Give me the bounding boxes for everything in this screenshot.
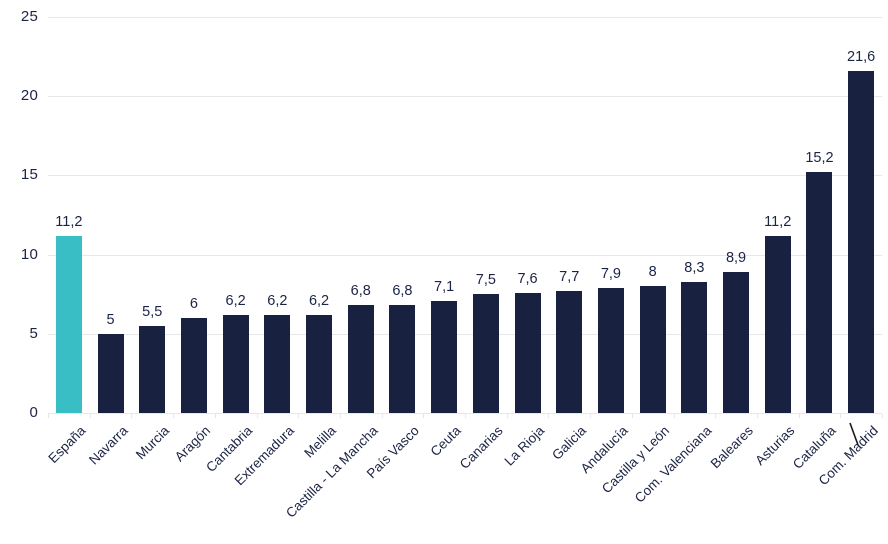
y-tick-label: 0	[29, 404, 38, 421]
bar-value-label: 5	[106, 311, 115, 328]
bar-value-label: 6	[189, 295, 198, 312]
bar-pa-s-vasco[interactable]	[389, 305, 416, 413]
x-axis-tick	[465, 414, 466, 418]
bar-arag-n[interactable]	[180, 317, 207, 413]
bar-espa-a[interactable]	[55, 235, 82, 413]
y-tick-label: 20	[20, 87, 38, 105]
x-category-label: Baleares	[707, 423, 756, 472]
y-tick-label: 5	[29, 324, 38, 342]
bar-murcia[interactable]	[139, 325, 166, 413]
bar-value-label: 6,8	[350, 283, 371, 300]
y-tick-label: 25	[20, 8, 38, 25]
bar-castilla-la-mancha[interactable]	[347, 305, 374, 413]
bar-com-madrid[interactable]	[848, 70, 875, 413]
x-axis-tick	[673, 414, 675, 418]
x-axis-tick	[256, 414, 258, 418]
bar-baleares[interactable]	[723, 272, 750, 413]
bar-navarra[interactable]	[97, 333, 124, 413]
bar-andaluc-a[interactable]	[597, 287, 624, 413]
x-category-label: Ceuta	[427, 423, 464, 460]
x-category-label: Canarias	[456, 423, 506, 472]
bar-value-label: 7,7	[559, 269, 580, 286]
bar-melilla[interactable]	[306, 314, 333, 413]
x-axis-tick	[381, 414, 383, 418]
gridline	[48, 333, 882, 335]
bar-value-label: 6,2	[267, 292, 288, 309]
bar-catalu-a[interactable]	[806, 172, 833, 413]
x-axis-tick	[131, 414, 133, 418]
x-axis-tick	[590, 414, 592, 418]
x-axis-tick	[173, 414, 175, 418]
bar-value-label: 21,6	[847, 48, 876, 65]
x-axis-tick	[48, 414, 49, 418]
x-category-label: Galicia	[549, 423, 589, 463]
bar-value-label: 15,2	[805, 150, 834, 167]
x-category-label: Aragón	[172, 423, 214, 465]
bar-ceuta[interactable]	[431, 300, 458, 413]
bar-value-label: 8	[648, 264, 657, 281]
bar-value-label: 7,6	[517, 270, 538, 287]
x-category-label: La Rioja	[501, 423, 548, 469]
x-axis-tick	[423, 414, 425, 418]
x-axis-tick	[882, 414, 883, 418]
x-axis-tick	[298, 414, 300, 418]
bar-value-label: 6,2	[308, 292, 330, 309]
bar-value-label: 7,1	[434, 278, 455, 295]
bar-asturias[interactable]	[764, 235, 791, 413]
bar-castilla-y-le-n[interactable]	[639, 286, 666, 413]
bar-value-label: 6,8	[392, 283, 413, 300]
bar-value-label: 11,2	[764, 213, 792, 230]
bar-galicia[interactable]	[556, 291, 583, 413]
bar-com-valenciana[interactable]	[681, 281, 708, 413]
bar-value-label: 6,2	[225, 292, 246, 309]
x-axis-tick	[89, 414, 91, 418]
gridline	[48, 175, 882, 177]
x-axis-tick	[631, 414, 633, 418]
x-axis-tick	[840, 414, 842, 418]
x-axis-tick	[548, 414, 550, 418]
bar-value-label: 8,3	[684, 259, 705, 276]
gridline	[48, 17, 882, 18]
x-category-label: Navarra	[85, 423, 131, 468]
bar-value-label: 11,2	[55, 213, 83, 230]
bar-la-rioja[interactable]	[514, 292, 541, 413]
x-category-label: España	[45, 423, 89, 466]
x-category-label: Murcia	[132, 423, 172, 463]
x-axis-tick	[756, 414, 758, 418]
x-category-label: Melilla	[301, 423, 339, 461]
bar-value-label: 8,9	[725, 250, 747, 267]
x-axis-tick	[506, 414, 508, 418]
gridline	[48, 96, 882, 98]
bar-value-label: 7,9	[600, 265, 622, 282]
y-tick-label: 10	[20, 245, 38, 263]
x-category-label: Com. Valenciana	[631, 423, 714, 506]
bar-value-label: 5,5	[142, 303, 163, 320]
x-axis-tick	[214, 414, 216, 418]
x-axis-tick	[339, 414, 341, 418]
x-axis-tick	[798, 414, 800, 418]
y-tick-label: 15	[20, 166, 38, 184]
x-axis-tick	[715, 414, 717, 418]
bar-canarias[interactable]	[472, 294, 499, 413]
bar-extremadura[interactable]	[264, 314, 291, 413]
bar-value-label: 7,5	[475, 272, 496, 289]
bar-cantabria[interactable]	[222, 314, 249, 413]
